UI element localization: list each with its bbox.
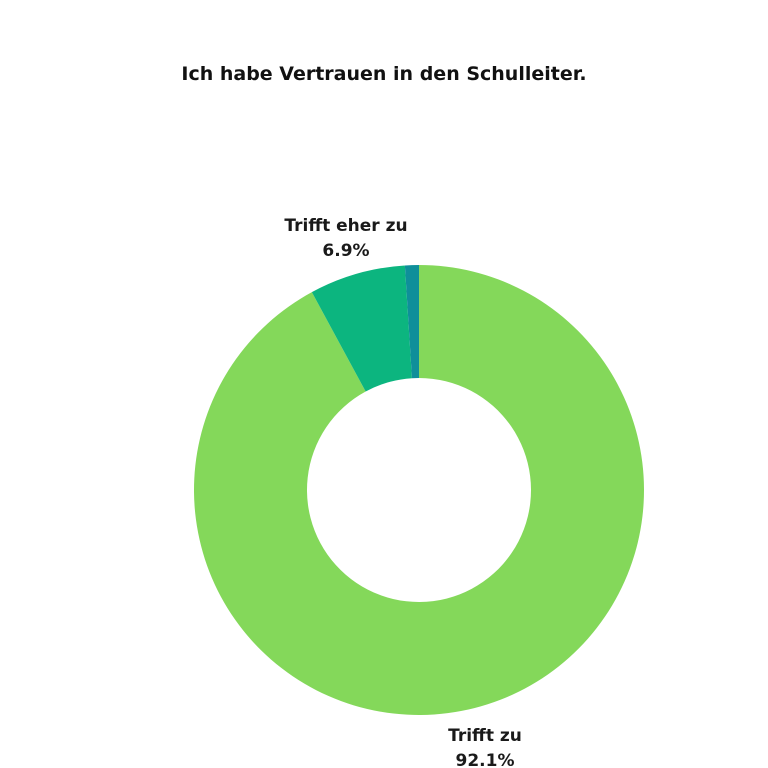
donut-slice-0	[194, 265, 645, 716]
slice-value-label-1: 6.9%	[322, 241, 369, 261]
donut-slice-1	[311, 265, 412, 392]
slice-labels: Trifft zu 92.1% Trifft eher zu 6.9%	[284, 216, 521, 768]
slice-label-0: Trifft zu	[448, 726, 522, 746]
donut-slices	[194, 265, 645, 716]
donut-slice-2	[404, 265, 419, 379]
chart-title: Ich habe Vertrauen in den Schulleiter.	[181, 63, 586, 85]
slice-label-1: Trifft eher zu	[284, 216, 407, 236]
slice-value-label-0: 92.1%	[456, 751, 515, 768]
